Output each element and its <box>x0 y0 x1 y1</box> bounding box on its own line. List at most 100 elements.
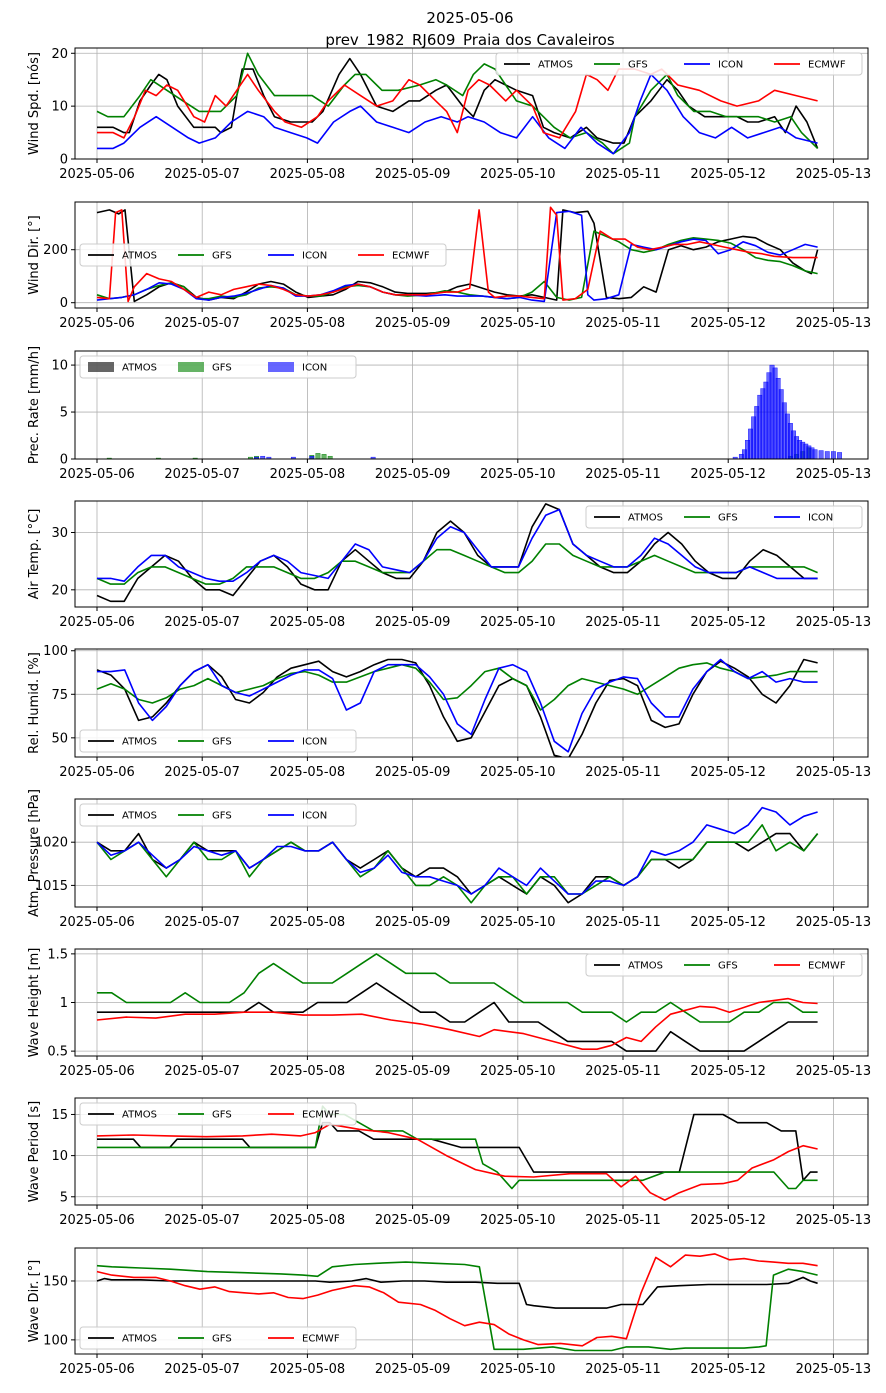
x-tick-label: 2025-05-09 <box>375 1213 451 1228</box>
axes-frame <box>74 798 869 908</box>
x-tick-label: 2025-05-09 <box>375 765 451 780</box>
legend: ATMOS GFS ECMWF <box>79 1326 357 1350</box>
y-tick-label: 0.5 <box>47 1045 68 1060</box>
legend-label-gfs: GFS <box>212 737 232 748</box>
x-tick-label: 2025-05-07 <box>164 915 240 930</box>
legend-label-icon: ICON <box>302 737 327 748</box>
series-line-atmos <box>96 503 818 603</box>
series-line-icon <box>96 806 818 895</box>
series-line-icon <box>97 658 818 753</box>
panel-1: 2025-05-06 2025-05-07 2025-05-08 2025-05-09… <box>27 47 871 182</box>
legend-label-icon: ICON <box>302 363 327 374</box>
x-tick-label: 2025-05-12 <box>690 915 766 930</box>
axes-frame <box>74 201 869 309</box>
bar-gfs <box>321 454 327 459</box>
x-tick-label: 2025-05-06 <box>59 765 135 780</box>
legend-label-atmos: ATMOS <box>122 1110 157 1121</box>
panel-5: 2025-05-06 2025-05-07 2025-05-08 2025-05-09… <box>27 644 871 780</box>
legend-label-ecmwf: ECMWF <box>302 1110 340 1121</box>
legend: ATMOS GFS ICON <box>585 505 863 529</box>
y-axis-label: Wave Dir. [°] <box>27 1260 42 1343</box>
x-tick-label: 2025-05-13 <box>796 915 872 930</box>
x-tick-label: 2025-05-06 <box>59 615 135 630</box>
panel-2: 2025-05-06 2025-05-07 2025-05-08 2025-05-09… <box>27 201 871 331</box>
series-line-ecmwf <box>96 1123 818 1201</box>
x-tick-label: 2025-05-08 <box>270 1362 346 1377</box>
x-tick-label: 2025-05-06 <box>59 316 135 331</box>
x-tick-label: 2025-05-11 <box>585 467 661 482</box>
x-tick-label: 2025-05-09 <box>375 615 451 630</box>
legend-label-gfs: GFS <box>212 251 232 262</box>
series-group <box>96 806 819 904</box>
series-group <box>96 953 818 1052</box>
x-tick-label: 2025-05-06 <box>59 1064 135 1079</box>
series-line-gfs <box>96 1261 818 1352</box>
x-tick-label: 2025-05-12 <box>690 615 766 630</box>
legend: ATMOS GFS ECMWF <box>79 1102 357 1126</box>
x-tick-label: 2025-05-10 <box>480 1362 556 1377</box>
axes-frame <box>74 1097 869 1206</box>
axes-frame <box>74 648 869 758</box>
y-tick-label: 1.5 <box>47 947 68 962</box>
x-tick-label: 2025-05-10 <box>480 1213 556 1228</box>
y-axis-label: Atm. Pressure [hPa] <box>27 789 42 917</box>
x-tick-label: 2025-05-10 <box>480 316 556 331</box>
bar-gfs <box>315 453 321 459</box>
legend-label-icon: ICON <box>302 811 327 822</box>
legend-box <box>585 505 863 529</box>
x-tick-label: 2025-05-11 <box>585 615 661 630</box>
x-tick-label: 2025-05-12 <box>690 167 766 182</box>
series-group <box>96 1253 818 1352</box>
x-tick-label: 2025-05-08 <box>270 1064 346 1079</box>
legend-label-icon: ICON <box>302 251 327 262</box>
x-tick-label: 2025-05-07 <box>164 1213 240 1228</box>
series-line-gfs <box>96 662 818 711</box>
y-axis-label: Wind Dir. [°] <box>27 215 42 295</box>
x-tick-label: 2025-05-12 <box>690 316 766 331</box>
x-tick-label: 2025-05-13 <box>796 467 872 482</box>
legend-label-atmos: ATMOS <box>122 737 157 748</box>
series-line-atmos <box>96 658 818 757</box>
series-line-icon <box>97 73 818 155</box>
x-tick-label: 2025-05-08 <box>270 615 346 630</box>
series-line-gfs <box>96 543 818 585</box>
legend-box <box>79 355 357 379</box>
panel-6: 2025-05-06 2025-05-07 2025-05-08 2025-05-09… <box>27 789 871 930</box>
bar-icon <box>260 455 266 459</box>
series-line-gfs <box>97 953 818 1023</box>
series-line-atmos <box>96 1276 818 1309</box>
x-tick-label: 2025-05-11 <box>585 765 661 780</box>
y-axis-label: Wind Spd. [nós] <box>27 52 42 155</box>
x-tick-label: 2025-05-09 <box>375 1064 451 1079</box>
legend-label-gfs: GFS <box>212 1334 232 1345</box>
series-line-icon <box>97 508 818 582</box>
bar-icon <box>831 451 836 459</box>
figure-subtitle: prev_1982_RJ609_Praia dos Cavaleiros <box>325 31 614 50</box>
y-tick-label: 100 <box>43 644 68 659</box>
x-tick-label: 2025-05-07 <box>164 765 240 780</box>
series-line-gfs <box>96 230 818 301</box>
y-tick-label: 1 <box>60 996 68 1011</box>
legend-label-ecmwf: ECMWF <box>302 1334 340 1345</box>
x-tick-label: 2025-05-13 <box>796 1064 872 1079</box>
series-line-icon <box>96 210 818 303</box>
x-tick-label: 2025-05-13 <box>796 1213 872 1228</box>
x-tick-label: 2025-05-07 <box>164 316 240 331</box>
legend-label-atmos: ATMOS <box>122 1334 157 1345</box>
x-tick-label: 2025-05-09 <box>375 1362 451 1377</box>
y-tick-label: 75 <box>51 688 68 703</box>
y-tick-label: 50 <box>51 731 68 746</box>
legend-label-gfs: GFS <box>718 513 738 524</box>
x-tick-label: 2025-05-10 <box>480 615 556 630</box>
x-tick-label: 2025-05-10 <box>480 1064 556 1079</box>
x-tick-label: 2025-05-10 <box>480 915 556 930</box>
y-tick-label: 150 <box>43 1274 68 1289</box>
legend-swatch-gfs <box>178 362 204 372</box>
legend-label-ecmwf: ECMWF <box>808 60 846 71</box>
x-tick-label: 2025-05-06 <box>59 915 135 930</box>
bar-icon <box>812 449 818 459</box>
legend-label-gfs: GFS <box>212 811 232 822</box>
y-tick-label: 5 <box>60 406 68 421</box>
x-tick-label: 2025-05-07 <box>164 467 240 482</box>
y-tick-label: 0 <box>60 296 68 311</box>
